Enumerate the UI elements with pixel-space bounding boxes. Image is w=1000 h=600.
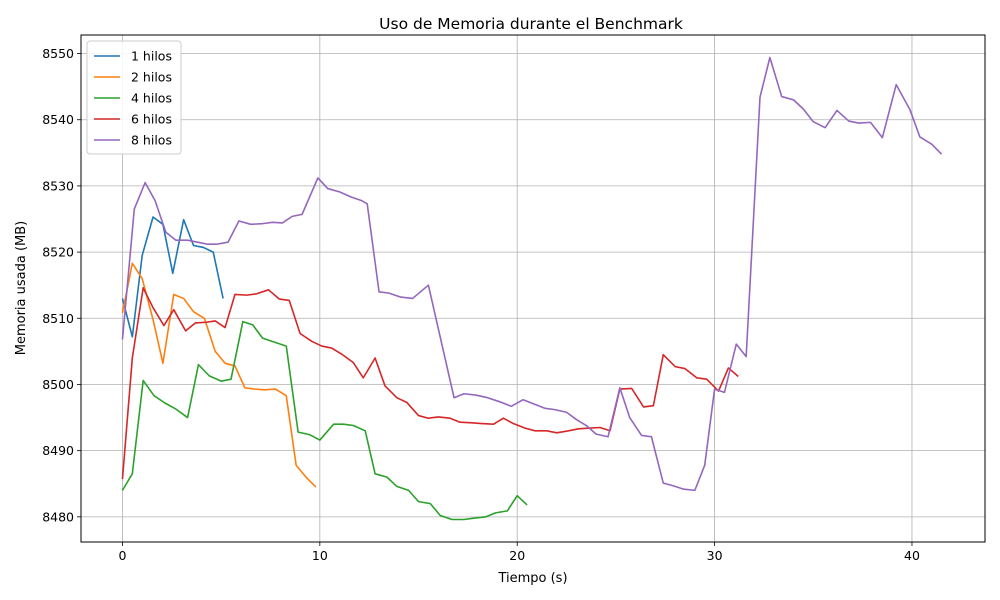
y-tick-label: 8510 — [42, 311, 74, 326]
y-axis-title: Memoria usada (MB) — [14, 221, 29, 356]
legend-label: 4 hilos — [131, 91, 172, 106]
y-tick-label: 8500 — [42, 377, 74, 392]
legend-label: 1 hilos — [131, 49, 172, 64]
chart-title: Uso de Memoria durante el Benchmark — [379, 15, 683, 33]
legend-label: 6 hilos — [131, 112, 172, 127]
y-tick-label: 8550 — [42, 46, 74, 61]
y-axis-ticks: 8480 8490 8500 8510 8520 8530 8540 8550 — [42, 46, 81, 524]
y-tick-label: 8480 — [42, 509, 74, 524]
series-line-5 — [121, 56, 943, 492]
legend-label: 2 hilos — [131, 70, 172, 85]
x-tick-label: 10 — [312, 548, 328, 563]
x-axis-ticks: 0 10 20 30 40 — [118, 542, 920, 563]
plot-frame — [80, 34, 986, 543]
grid — [81, 35, 985, 542]
series-line-1 — [121, 216, 224, 338]
series-lines — [121, 56, 943, 521]
series-line-4 — [121, 287, 739, 480]
x-axis-title: Tiempo (s) — [497, 571, 567, 586]
x-tick-label: 0 — [118, 548, 126, 563]
series-line-2 — [121, 262, 317, 488]
y-tick-label: 8490 — [42, 443, 74, 458]
y-tick-label: 8520 — [42, 245, 74, 260]
y-tick-label: 8530 — [42, 178, 74, 193]
legend: 1 hilos 2 hilos 4 hilos 6 hilos 8 hilos — [86, 40, 182, 155]
x-tick-label: 20 — [509, 548, 525, 563]
series-line-3 — [121, 320, 528, 521]
legend-label: 8 hilos — [131, 133, 172, 148]
legend-box — [86, 40, 182, 155]
x-tick-label: 40 — [904, 548, 920, 563]
x-tick-label: 30 — [707, 548, 723, 563]
y-tick-label: 8540 — [42, 112, 74, 127]
